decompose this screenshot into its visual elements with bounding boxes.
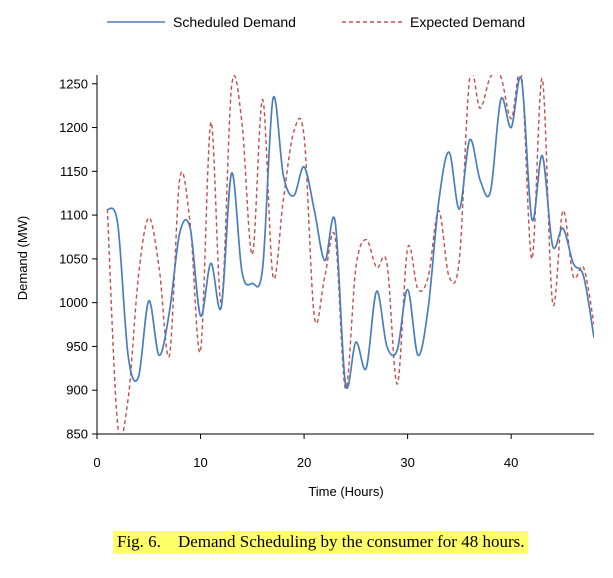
x-axis-title: Time (Hours) [308, 484, 383, 499]
y-tick-label: 1200 [59, 120, 88, 135]
x-tick-label: 10 [193, 455, 207, 470]
demand-chart: Scheduled Demand Expected Demand 850 900 9… [15, 14, 594, 499]
y-tick-label: 1250 [59, 76, 88, 91]
y-tick-label: 1150 [60, 164, 88, 179]
figure-caption-text: Demand Scheduling by the consumer for 48… [177, 532, 525, 551]
x-tick-label: 20 [297, 455, 311, 470]
x-tick-label: 0 [93, 455, 100, 470]
y-tick-label: 1100 [60, 208, 88, 223]
legend-label-scheduled: Scheduled Demand [173, 14, 296, 30]
y-tick-label: 1050 [59, 251, 88, 266]
y-tick-label: 1000 [59, 295, 88, 310]
legend: Scheduled Demand Expected Demand [107, 14, 525, 30]
series-line-expected-demand [106, 75, 594, 434]
x-tick-label: 30 [400, 455, 414, 470]
series-line-scheduled-demand [106, 76, 594, 389]
y-tick-label: 950 [66, 339, 88, 354]
legend-label-expected: Expected Demand [410, 14, 525, 30]
y-axis-title: Demand (MW) [15, 216, 30, 301]
figure-caption: Fig. 6. Demand Scheduling by the consume… [113, 531, 529, 554]
y-tick-label: 900 [66, 383, 88, 398]
x-tick-label: 40 [504, 455, 518, 470]
plot-area: 850 900 950 1000 1050 1100 1150 1200 1250 0 10 20 30… [59, 75, 594, 470]
figure-caption-label: Fig. 6. [117, 532, 161, 551]
y-tick-label: 850 [66, 427, 88, 442]
